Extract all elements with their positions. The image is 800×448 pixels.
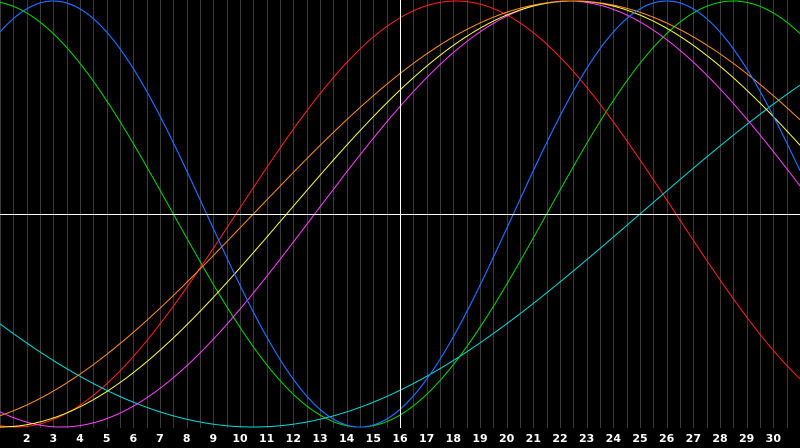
x-tick-label: 2 [23,432,31,445]
x-tick-label: 6 [130,432,138,445]
x-tick-label: 8 [183,432,191,445]
x-tick-label: 3 [50,432,58,445]
x-tick-label: 26 [659,432,675,445]
x-tick-label: 17 [419,432,434,445]
x-tick-label: 16 [392,432,408,445]
x-tick-label: 15 [366,432,381,445]
x-tick-label: 5 [103,432,111,445]
x-tick-label: 12 [286,432,301,445]
x-tick-label: 13 [312,432,327,445]
x-tick-label: 21 [526,432,541,445]
x-tick-label: 22 [552,432,567,445]
x-tick-label: 28 [712,432,727,445]
x-tick-label: 24 [606,432,622,445]
crosshair-axes [0,0,800,428]
x-tick-label: 7 [156,432,164,445]
x-tick-label: 30 [766,432,782,445]
x-tick-label: 19 [472,432,487,445]
x-tick-label: 9 [210,432,218,445]
x-tick-label: 20 [499,432,515,445]
x-tick-label: 14 [339,432,355,445]
x-axis-tick-labels: 2 3 4 5 6 7 8 9 10 11 12 13 14 15 16 17 18 19 20 21 22 23 24 25… [23,432,781,445]
x-tick-label: 10 [232,432,248,445]
x-tick-label: 4 [76,432,84,445]
x-tick-label: 25 [632,432,647,445]
x-tick-label: 29 [739,432,754,445]
x-tick-label: 18 [446,432,461,445]
x-tick-label: 27 [686,432,701,445]
x-tick-label: 23 [579,432,594,445]
x-tick-label: 11 [259,432,274,445]
